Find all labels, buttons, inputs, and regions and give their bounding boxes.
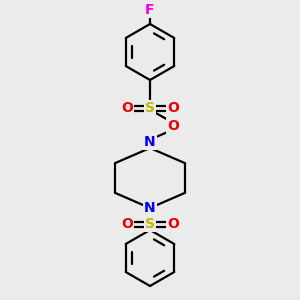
Text: O: O <box>167 101 179 115</box>
Text: N: N <box>144 135 156 149</box>
Text: O: O <box>167 217 179 231</box>
Text: N: N <box>144 201 156 215</box>
Text: O: O <box>167 119 179 133</box>
Text: O: O <box>121 217 133 231</box>
Text: S: S <box>145 217 155 231</box>
Text: S: S <box>145 101 155 115</box>
Text: O: O <box>121 101 133 115</box>
Text: F: F <box>145 3 155 17</box>
